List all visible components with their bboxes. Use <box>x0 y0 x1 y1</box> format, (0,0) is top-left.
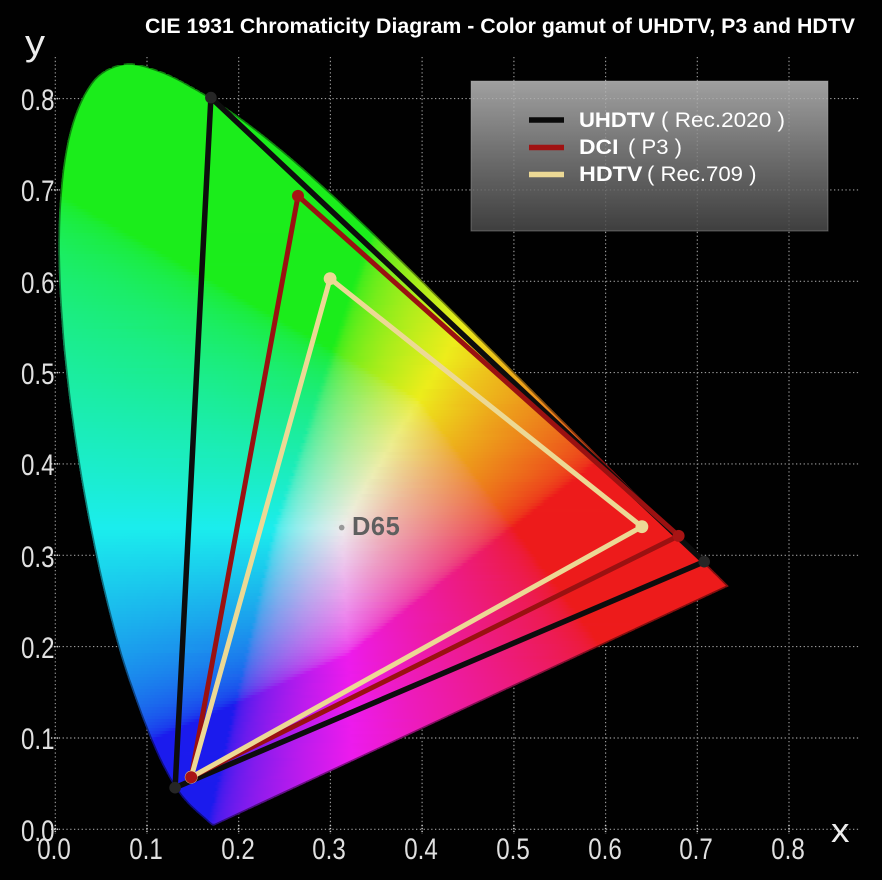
svg-text:0.2: 0.2 <box>221 833 255 866</box>
svg-text:0.4: 0.4 <box>404 833 438 866</box>
svg-text:0.2: 0.2 <box>21 632 55 665</box>
svg-text:0.5: 0.5 <box>496 833 530 866</box>
svg-text:( Rec.2020 ): ( Rec.2020 ) <box>661 107 785 132</box>
svg-text:0.1: 0.1 <box>129 833 163 866</box>
svg-text:y: y <box>25 22 45 63</box>
svg-text:0.8: 0.8 <box>771 833 805 866</box>
svg-text:0.1: 0.1 <box>21 723 55 756</box>
svg-text:( Rec.709 ): ( Rec.709 ) <box>647 161 757 186</box>
svg-text:x: x <box>831 812 850 850</box>
svg-text:0.0: 0.0 <box>37 833 71 866</box>
svg-text:0.6: 0.6 <box>21 267 55 300</box>
svg-text:0.3: 0.3 <box>21 541 55 574</box>
svg-text:D65: D65 <box>352 513 400 541</box>
svg-text:0.5: 0.5 <box>21 358 55 391</box>
svg-text:( P3 ): ( P3 ) <box>628 134 682 159</box>
svg-text:0.3: 0.3 <box>312 833 346 866</box>
svg-text:0.7: 0.7 <box>679 833 713 866</box>
svg-text:0.4: 0.4 <box>21 449 55 482</box>
svg-text:0.6: 0.6 <box>588 833 622 866</box>
svg-text:DCI: DCI <box>579 134 619 159</box>
svg-text:0.7: 0.7 <box>21 175 55 208</box>
svg-text:UHDTV: UHDTV <box>579 107 656 132</box>
svg-text:CIE 1931 Chromaticity Diagram: CIE 1931 Chromaticity Diagram - Color ga… <box>145 15 855 38</box>
svg-text:HDTV: HDTV <box>579 161 643 186</box>
svg-text:0.0: 0.0 <box>21 815 55 848</box>
svg-text:0.8: 0.8 <box>21 84 55 117</box>
